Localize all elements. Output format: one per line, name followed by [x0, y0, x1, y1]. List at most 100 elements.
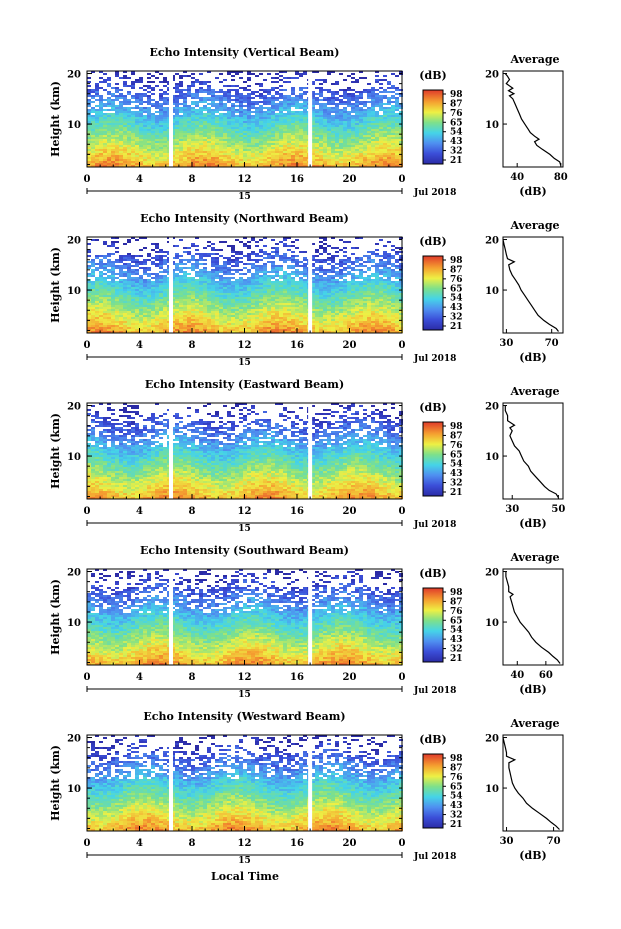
avg-x-tick-label: 30: [505, 504, 519, 515]
x-tick-label: 16: [290, 174, 304, 185]
colorbar-label: 76: [450, 607, 463, 617]
y-axis-label: Height (km): [49, 579, 62, 655]
x-tick-label: 12: [238, 838, 252, 849]
avg-x-unit: (dB): [519, 849, 546, 862]
x-tick-label: 4: [136, 340, 143, 351]
day-label: 15: [238, 856, 251, 866]
data-gap: [308, 735, 313, 831]
colorbar-label: 76: [450, 441, 463, 451]
colorbar-label: 21: [450, 322, 463, 332]
x-tick-label: 0: [399, 672, 406, 683]
x-tick-label: 0: [399, 174, 406, 185]
x-tick-label: 12: [238, 340, 252, 351]
average-title: Average: [509, 717, 559, 730]
avg-y-tick-label: 20: [485, 70, 499, 81]
colorbar-label: 87: [450, 597, 463, 607]
data-gap: [308, 237, 313, 333]
x-tick-label: 8: [189, 838, 196, 849]
average-title: Average: [509, 219, 559, 232]
colorbar-label: 54: [450, 128, 463, 138]
avg-x-unit: (dB): [519, 517, 546, 530]
panel-4: Echo Intensity (Southward Beam) 20 10 Heigh…: [49, 544, 564, 700]
average-title: Average: [509, 385, 559, 398]
colorbar-label: 54: [450, 294, 463, 304]
avg-x-tick-label: 60: [539, 670, 553, 681]
avg-y-tick-label: 10: [485, 286, 499, 297]
colorbar-label: 87: [450, 763, 463, 773]
average-title: Average: [509, 53, 559, 66]
date-label: Jul 2018: [413, 188, 456, 198]
y-axis-label: Height (km): [49, 413, 62, 489]
data-gap: [169, 71, 173, 167]
colorbar-label: 98: [450, 422, 463, 432]
colorbar-label: 32: [450, 147, 463, 157]
colorbar-label: 87: [450, 265, 463, 275]
average-frame: [502, 734, 564, 832]
y-tick-label: 20: [67, 402, 81, 413]
colorbar: [422, 753, 444, 829]
average-frame: [502, 568, 564, 666]
colorbar-label: 76: [450, 109, 463, 119]
avg-x-unit: (dB): [519, 683, 546, 696]
average-title: Average: [509, 551, 559, 564]
average-profile-line: [502, 239, 559, 332]
avg-x-tick-label: 30: [499, 338, 513, 349]
heatmap-cells: [87, 237, 403, 333]
heatmap-cells: [87, 735, 403, 831]
panel-title: Echo Intensity (Westward Beam): [143, 710, 345, 723]
colorbar-label: 54: [450, 460, 463, 470]
y-axis-label: Height (km): [49, 247, 62, 323]
x-tick-label: 20: [343, 672, 357, 683]
colorbar-label: 32: [450, 313, 463, 323]
avg-x-tick-label: 70: [547, 836, 561, 847]
colorbar-label: 54: [450, 626, 463, 636]
data-gap: [308, 569, 313, 665]
panel-title: Echo Intensity (Eastward Beam): [145, 378, 344, 391]
colorbar-unit: (dB): [419, 401, 446, 414]
x-tick-label: 12: [238, 506, 252, 517]
x-tick-label: 16: [290, 838, 304, 849]
colorbar-label: 32: [450, 645, 463, 655]
avg-y-tick-label: 10: [485, 618, 499, 629]
colorbar-label: 87: [450, 99, 463, 109]
colorbar: [422, 255, 444, 331]
average-frame: [502, 402, 564, 500]
x-tick-label: 16: [290, 340, 304, 351]
colorbar-label: 21: [450, 156, 463, 166]
colorbar-label: 21: [450, 820, 463, 830]
colorbar-label: 21: [450, 654, 463, 664]
average-profile-line: [504, 73, 562, 166]
colorbar-unit: (dB): [419, 733, 446, 746]
data-gap: [308, 71, 313, 167]
x-tick-label: 8: [189, 174, 196, 185]
colorbar-label: 98: [450, 588, 463, 598]
x-tick-label: 4: [136, 506, 143, 517]
x-tick-label: 8: [189, 506, 196, 517]
avg-x-tick-label: 40: [510, 172, 524, 183]
x-tick-label: 8: [189, 340, 196, 351]
colorbar-label: 43: [450, 469, 463, 479]
y-tick-label: 10: [67, 286, 81, 297]
x-tick-label: 16: [290, 506, 304, 517]
panel-3: Echo Intensity (Eastward Beam) 20 10 Height…: [49, 378, 565, 534]
colorbar-label: 43: [450, 801, 463, 811]
y-tick-label: 10: [67, 618, 81, 629]
colorbar-label: 43: [450, 635, 463, 645]
colorbar: [422, 89, 444, 165]
x-tick-label: 4: [136, 174, 143, 185]
colorbar: [422, 587, 444, 663]
colorbar-label: 98: [450, 90, 463, 100]
x-tick-label: 12: [238, 174, 252, 185]
y-tick-label: 20: [67, 734, 81, 745]
avg-y-tick-label: 20: [485, 734, 499, 745]
colorbar-label: 76: [450, 773, 463, 783]
avg-x-tick-label: 80: [554, 172, 568, 183]
avg-x-unit: (dB): [519, 185, 546, 198]
data-gap: [169, 735, 173, 831]
x-tick-label: 0: [84, 506, 91, 517]
x-axis-label: Local Time: [211, 870, 279, 883]
avg-y-tick-label: 10: [485, 784, 499, 795]
colorbar-label: 32: [450, 479, 463, 489]
avg-y-tick-label: 10: [485, 120, 499, 131]
panel-2: Echo Intensity (Northward Beam) 20 10 Heigh…: [49, 212, 564, 368]
